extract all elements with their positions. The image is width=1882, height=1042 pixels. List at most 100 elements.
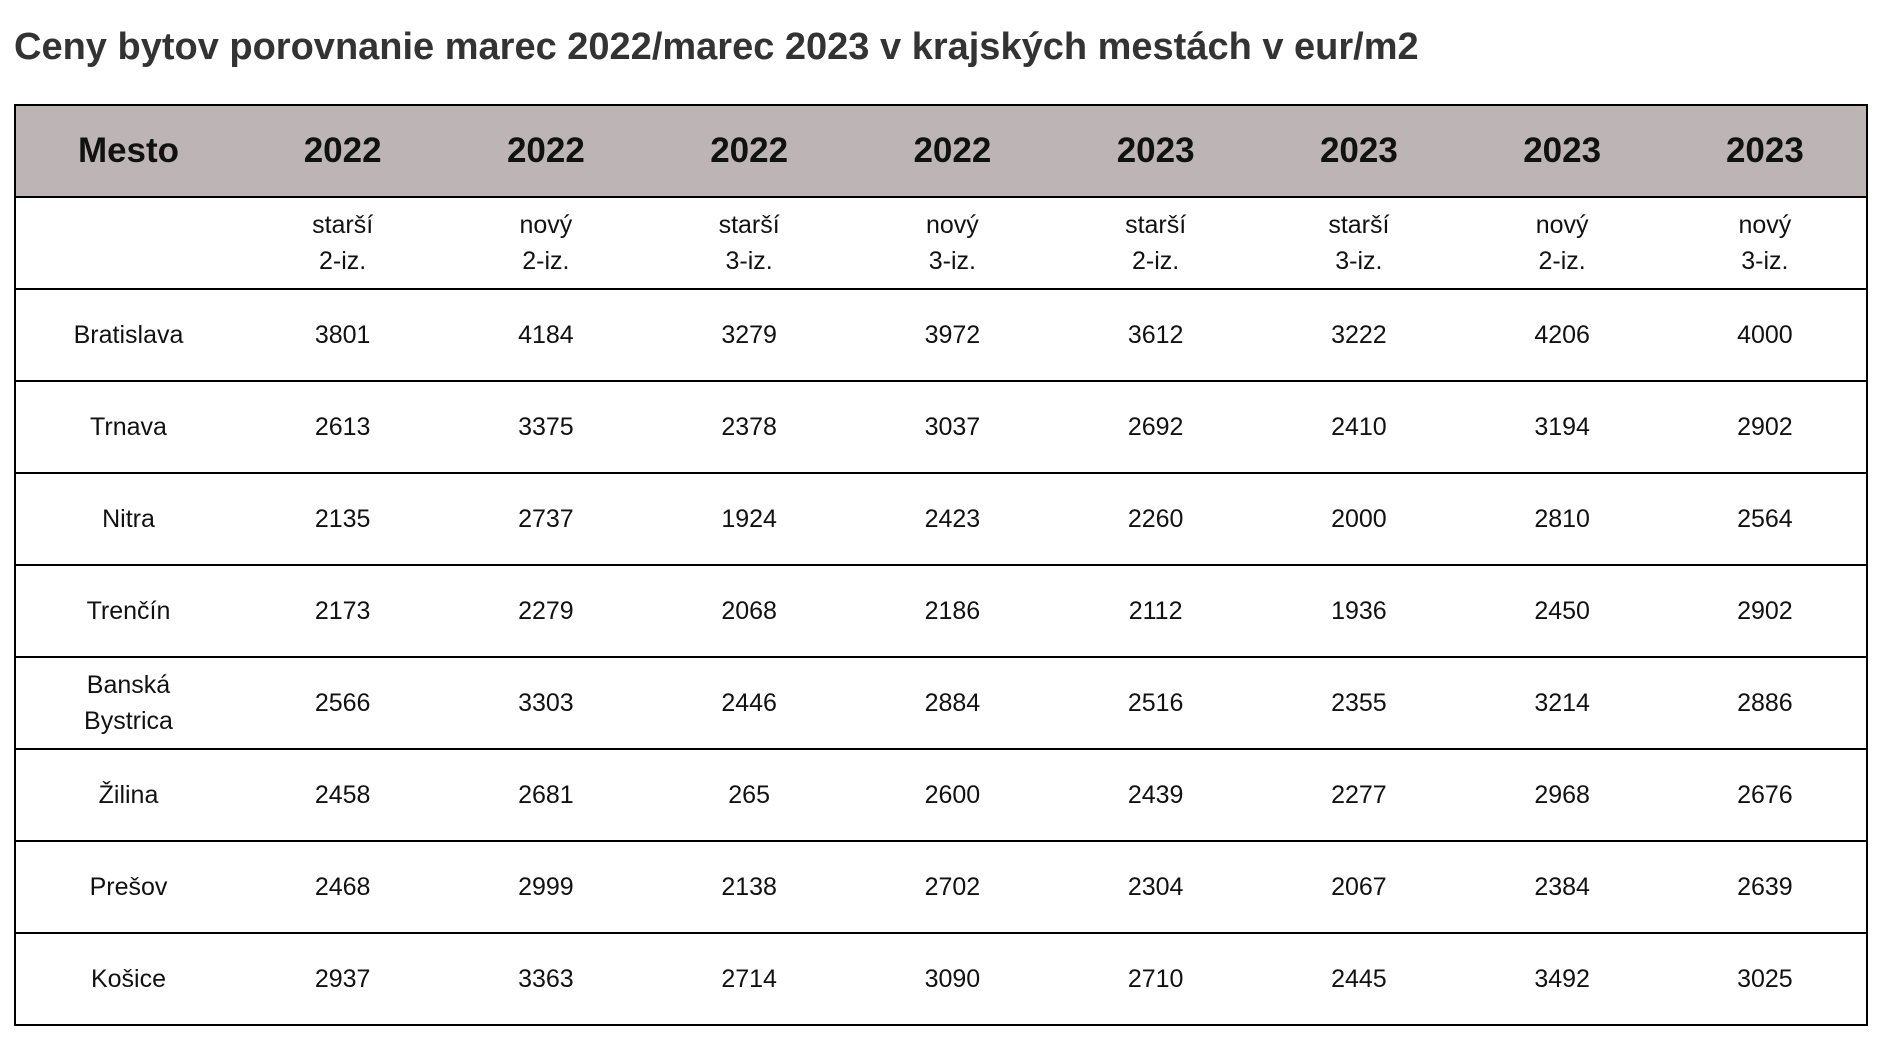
header-cell: Mesto [15, 105, 241, 197]
value-cell: 2355 [1331, 689, 1387, 717]
value-cell: 2886 [1737, 689, 1793, 717]
value-cell: 3214 [1534, 689, 1590, 717]
value-cell: 3037 [924, 413, 981, 441]
value-cell: 2439 [1127, 781, 1184, 809]
subheader-cell [15, 197, 241, 289]
city-cell: Žilina [98, 781, 159, 809]
subheader-row: starší 2-iz. nový 2-iz. starší 3-iz. nový 3… [15, 197, 1867, 289]
value-cell: 3222 [1331, 321, 1387, 349]
city-cell: Košice [90, 965, 167, 993]
header-cell: 2023 [1054, 105, 1258, 197]
subheader-cell: nový 3-iz. [1738, 211, 1792, 275]
value-cell: 2446 [721, 689, 777, 717]
value-cell: 3801 [314, 321, 371, 349]
header-cell: 2023 [1663, 105, 1867, 197]
city-cell: Prešov [89, 873, 168, 901]
value-cell: 2277 [1331, 781, 1387, 809]
header-cell: 2023 [1460, 105, 1664, 197]
data-row: Banská Bystrica 2566 3303 2446 2884 2516 2355 3… [15, 657, 1867, 749]
city-cell: Nitra [102, 505, 155, 533]
city-cell: Banská Bystrica [84, 671, 173, 735]
subheader-cell: starší 3-iz. [718, 211, 780, 275]
value-cell: 265 [728, 781, 770, 809]
header-cell: 2022 [647, 105, 851, 197]
value-cell: 2378 [721, 413, 777, 441]
value-cell: 2737 [518, 505, 574, 533]
city-cell: Bratislava [73, 321, 184, 349]
value-cell: 2681 [518, 781, 574, 809]
value-cell: 2937 [314, 965, 371, 993]
value-cell: 1924 [721, 505, 777, 533]
value-cell: 3492 [1534, 965, 1590, 993]
value-cell: 2902 [1737, 413, 1793, 441]
value-cell: 3194 [1534, 413, 1590, 441]
value-cell: 4206 [1534, 321, 1590, 349]
value-cell: 2260 [1127, 505, 1184, 533]
value-cell: 2445 [1331, 965, 1387, 993]
value-cell: 2135 [314, 505, 371, 533]
value-cell: 2692 [1127, 413, 1184, 441]
value-cell: 2410 [1331, 413, 1387, 441]
value-cell: 2384 [1534, 873, 1590, 901]
title: Ceny bytov porovnanie marec 2022/marec 2… [14, 26, 1419, 68]
data-row: Žilina 2458 2681 265 2600 2439 2277 2968 2676 [15, 749, 1867, 841]
value-cell: 3090 [924, 965, 981, 993]
header-cell: 2022 [444, 105, 648, 197]
subheader-cell: starší 2-iz. [1125, 211, 1187, 275]
value-cell: 2068 [721, 597, 777, 625]
value-cell: 2810 [1534, 505, 1590, 533]
value-cell: 3375 [518, 413, 574, 441]
value-cell: 2138 [721, 873, 777, 901]
data-row: Trnava 2613 3375 2378 3037 2692 2410 3194 2902 [15, 381, 1867, 473]
value-cell: 2564 [1737, 505, 1793, 533]
value-cell: 2423 [924, 505, 981, 533]
header-cell: 2022 [241, 105, 445, 197]
value-cell: 2566 [314, 689, 371, 717]
value-cell: 2112 [1128, 597, 1183, 625]
value-cell: 2067 [1331, 873, 1387, 901]
value-cell: 2902 [1737, 597, 1793, 625]
value-cell: 2450 [1534, 597, 1590, 625]
value-cell: 2702 [924, 873, 981, 901]
value-cell: 2613 [314, 413, 371, 441]
value-cell: 2468 [314, 873, 371, 901]
value-cell: 2884 [924, 689, 981, 717]
subheader-cell: starší 3-iz. [1328, 211, 1390, 275]
value-cell: 2304 [1127, 873, 1184, 901]
value-cell: 2710 [1127, 965, 1184, 993]
subheader-cell: nový 2-iz. [1535, 211, 1589, 275]
value-cell: 2676 [1737, 781, 1793, 809]
value-cell: 2458 [314, 781, 371, 809]
value-cell: 2516 [1127, 689, 1184, 717]
value-cell: 3612 [1127, 321, 1184, 349]
header-cell: 2023 [1257, 105, 1461, 197]
city-cell: Trnava [90, 413, 167, 441]
value-cell: 3303 [518, 689, 574, 717]
value-cell: 2639 [1737, 873, 1793, 901]
value-cell: 3025 [1737, 965, 1793, 993]
subheader-cell: starší 2-iz. [312, 211, 374, 275]
value-cell: 4184 [518, 321, 574, 349]
data-row: Prešov 2468 2999 2138 2702 2304 2067 2384 2639 [15, 841, 1867, 933]
value-cell: 2714 [721, 965, 777, 993]
value-cell: 3972 [924, 321, 981, 349]
value-cell: 2999 [518, 873, 574, 901]
value-cell: 2279 [518, 597, 574, 625]
subheader-cell: nový 3-iz. [925, 211, 979, 275]
data-row: Bratislava 3801 4184 3279 3972 3612 3222 4206 40… [15, 289, 1867, 381]
data-row: Trenčín 2173 2279 2068 2186 2112 1936 2450 2902 [15, 565, 1867, 657]
city-cell: Trenčín [86, 597, 171, 625]
value-cell: 2968 [1534, 781, 1590, 809]
value-cell: 2173 [314, 597, 371, 625]
data-row: Nitra 2135 2737 1924 2423 2260 2000 2810 2564 [15, 473, 1867, 565]
header-row: Mesto 2022 2022 2022 2022 2023 2023 2023 2023 [15, 105, 1867, 197]
subheader-cell: nový 2-iz. [519, 211, 573, 275]
value-cell: 4000 [1737, 321, 1793, 349]
value-cell: 3279 [721, 321, 777, 349]
header-cell: 2022 [850, 105, 1054, 197]
value-cell: 2186 [924, 597, 981, 625]
value-cell: 1936 [1331, 597, 1387, 625]
value-cell: 2000 [1331, 505, 1387, 533]
value-cell: 2600 [924, 781, 981, 809]
